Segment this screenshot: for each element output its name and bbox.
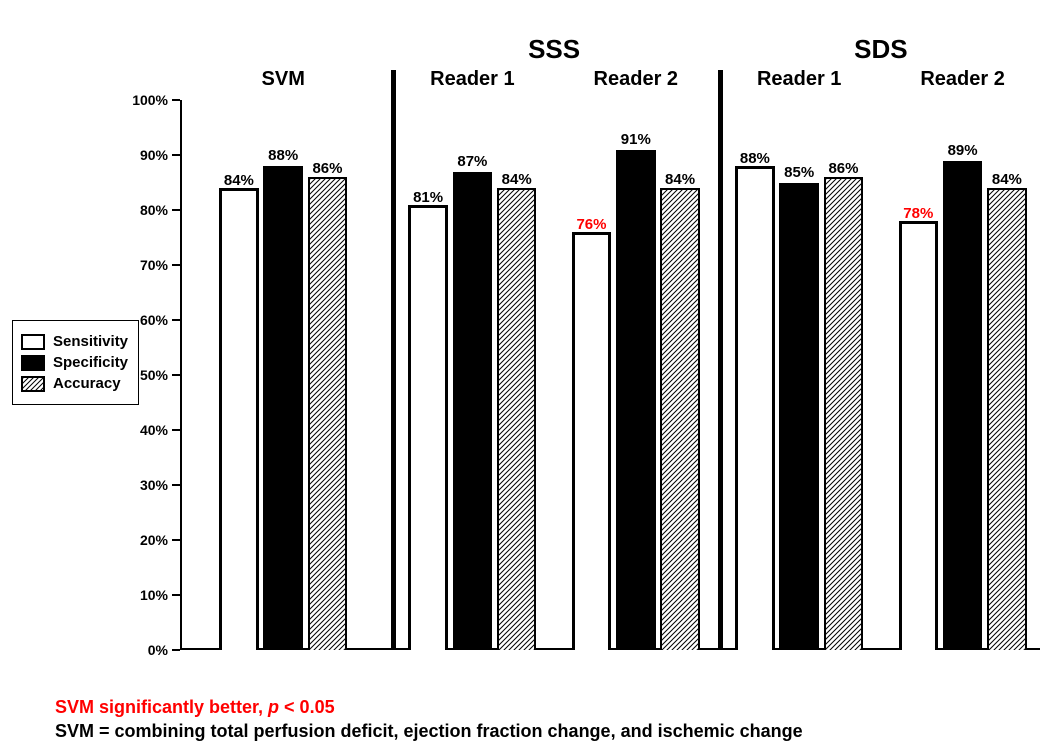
y-tick bbox=[172, 319, 180, 321]
y-tick-label: 50% bbox=[140, 367, 168, 383]
legend-label: Specificity bbox=[53, 354, 128, 371]
y-tick bbox=[172, 429, 180, 431]
bar-value-label: 86% bbox=[312, 160, 342, 177]
chart: 0%10%20%30%40%50%60%70%80%90%100%SSSSDSS… bbox=[180, 100, 1040, 650]
legend: Sensitivity Specificity Accuracy bbox=[12, 320, 139, 405]
group-title: Reader 1 bbox=[430, 68, 515, 91]
bar-specificity: 88% bbox=[263, 166, 303, 650]
legend-item: Accuracy bbox=[21, 375, 128, 392]
bar-sensitivity: 76% bbox=[572, 232, 612, 650]
y-tick bbox=[172, 374, 180, 376]
y-tick-label: 10% bbox=[140, 587, 168, 603]
y-tick bbox=[172, 594, 180, 596]
y-tick-label: 20% bbox=[140, 532, 168, 548]
bar-value-label: 81% bbox=[413, 189, 443, 206]
y-tick bbox=[172, 154, 180, 156]
legend-label: Accuracy bbox=[53, 375, 121, 392]
legend-swatch-sensitivity bbox=[21, 334, 45, 350]
bar-sensitivity: 81% bbox=[408, 205, 448, 651]
y-tick bbox=[172, 99, 180, 101]
bar-value-label: 86% bbox=[828, 160, 858, 177]
footnote-line: SVM = combining total perfusion deficit,… bbox=[55, 719, 803, 743]
y-tick-label: 60% bbox=[140, 312, 168, 328]
legend-swatch-specificity bbox=[21, 355, 45, 371]
y-tick-label: 80% bbox=[140, 202, 168, 218]
bar-sensitivity: 78% bbox=[899, 221, 939, 650]
panel-title: SSS bbox=[528, 34, 580, 65]
bar-value-label: 76% bbox=[576, 216, 606, 233]
y-tick-label: 40% bbox=[140, 422, 168, 438]
page: SensitivitySpecificityAccuracy 0%10%20%3… bbox=[0, 0, 1050, 746]
group-title: SVM bbox=[262, 68, 305, 91]
legend-label: Sensitivity bbox=[53, 333, 128, 350]
group-title: Reader 2 bbox=[920, 68, 1005, 91]
legend-item: Specificity bbox=[21, 354, 128, 371]
y-tick bbox=[172, 264, 180, 266]
group-title: Reader 2 bbox=[594, 68, 679, 91]
bar-accuracy: 84% bbox=[987, 188, 1027, 650]
legend-item: Sensitivity bbox=[21, 333, 128, 350]
bar-value-label: 89% bbox=[948, 142, 978, 159]
bar-accuracy: 84% bbox=[497, 188, 537, 650]
bar-specificity: 85% bbox=[779, 183, 819, 651]
bar-specificity: 91% bbox=[616, 150, 656, 651]
bar-value-label: 91% bbox=[621, 131, 651, 148]
y-tick-label: 30% bbox=[140, 477, 168, 493]
group-title: Reader 1 bbox=[757, 68, 842, 91]
bar-value-label: 84% bbox=[502, 171, 532, 188]
y-tick-label: 100% bbox=[132, 92, 168, 108]
bar-value-label: 84% bbox=[992, 171, 1022, 188]
y-tick bbox=[172, 649, 180, 651]
panel-separator bbox=[718, 70, 723, 650]
y-tick-label: 70% bbox=[140, 257, 168, 273]
bar-specificity: 87% bbox=[453, 172, 493, 651]
bar-value-label: 78% bbox=[903, 205, 933, 222]
bar-sensitivity: 88% bbox=[735, 166, 775, 650]
y-tick-label: 90% bbox=[140, 147, 168, 163]
bar-value-label: 87% bbox=[457, 153, 487, 170]
y-tick bbox=[172, 539, 180, 541]
bar-accuracy: 86% bbox=[824, 177, 864, 650]
panel-separator bbox=[391, 70, 396, 650]
bar-sensitivity: 84% bbox=[219, 188, 259, 650]
bar-value-label: 84% bbox=[665, 171, 695, 188]
y-tick bbox=[172, 484, 180, 486]
bar-value-label: 88% bbox=[740, 150, 770, 167]
footnotes: SVM significantly better, p < 0.05SVM = … bbox=[55, 695, 803, 744]
y-tick-label: 0% bbox=[148, 642, 168, 658]
y-tick bbox=[172, 209, 180, 211]
bar-value-label: 88% bbox=[268, 147, 298, 164]
bar-value-label: 85% bbox=[784, 164, 814, 181]
bar-specificity: 89% bbox=[943, 161, 983, 651]
bar-value-label: 84% bbox=[224, 172, 254, 189]
panel-title: SDS bbox=[854, 34, 907, 65]
footnote-line: SVM significantly better, p < 0.05 bbox=[55, 695, 803, 719]
legend-swatch-accuracy bbox=[21, 376, 45, 392]
bar-accuracy: 84% bbox=[660, 188, 700, 650]
bar-accuracy: 86% bbox=[308, 177, 348, 650]
